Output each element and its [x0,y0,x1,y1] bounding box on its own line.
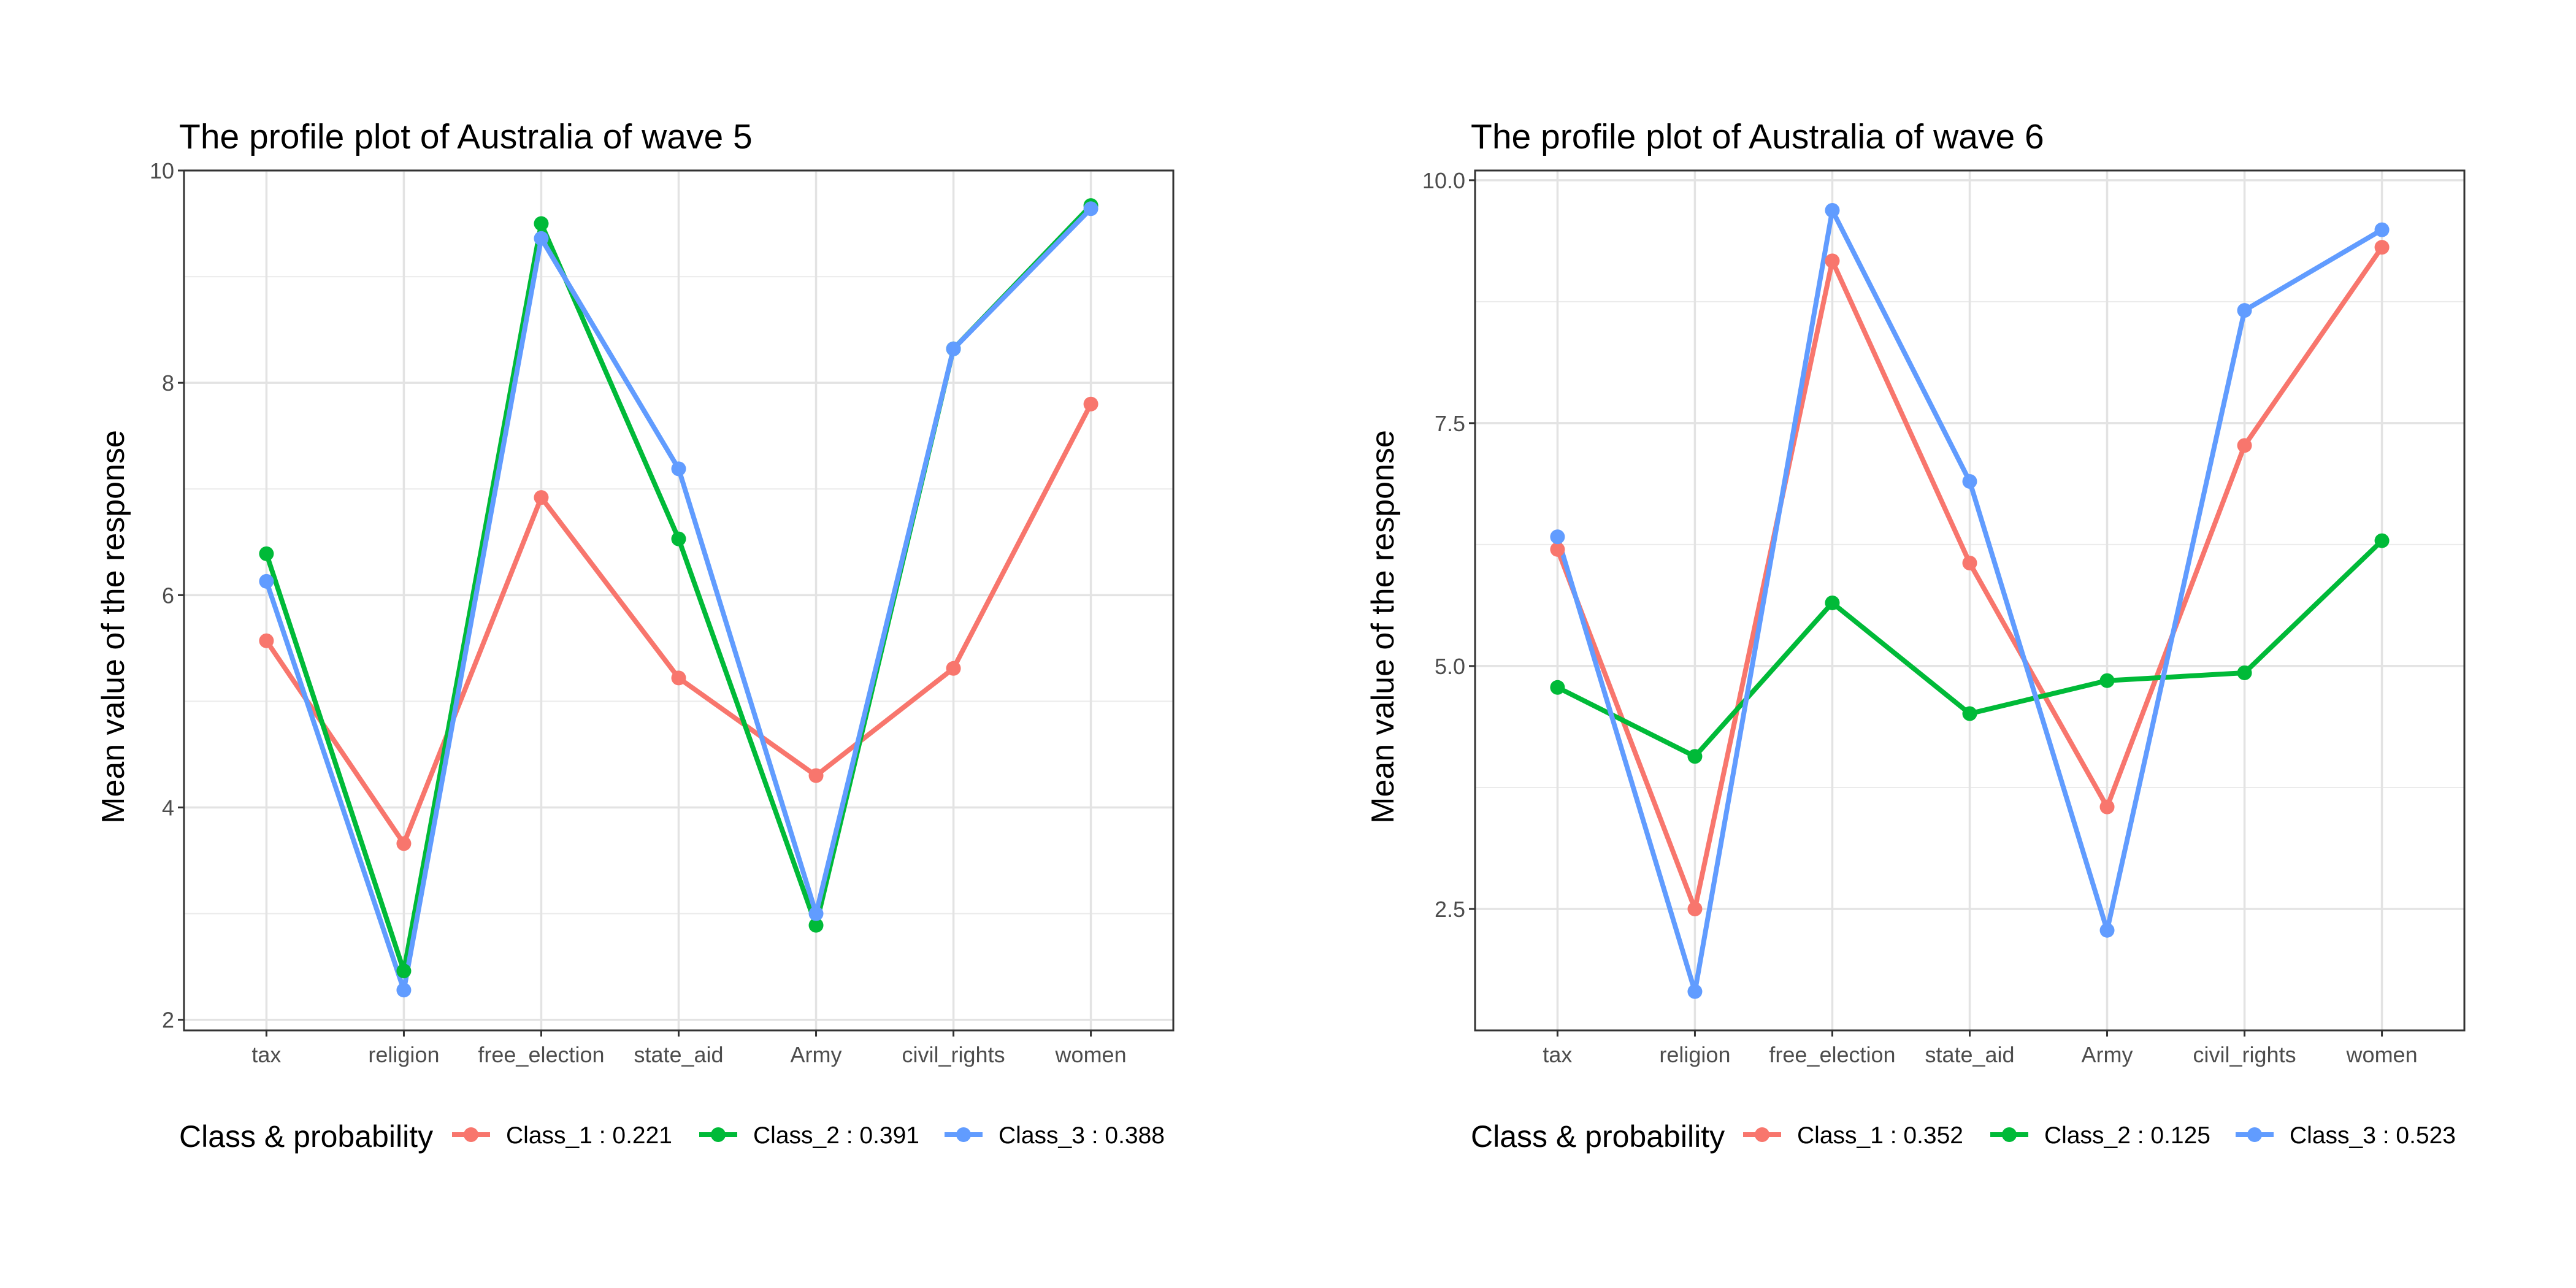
data-point [259,573,274,589]
y-tick-label: 2.5 [1435,897,1465,922]
data-point [1825,202,1840,218]
legend-title: Class & probability [1471,1119,1725,1154]
data-point [1687,984,1703,999]
legend-key-point [2002,1127,2017,1142]
y-tick-label: 10.0 [1422,168,1465,193]
legend-label: Class_1 : 0.221 [506,1122,672,1149]
y-tick-label: 2 [162,1008,174,1033]
legend: Class & probability Class_1 : 0.221 Class… [179,1119,1165,1154]
legend-key-point [2247,1127,2262,1142]
data-point [1687,749,1703,764]
data-point [534,490,549,505]
data-point [671,531,686,546]
data-point [946,661,961,676]
data-point [1962,473,1977,489]
legend-title: Class & probability [179,1119,433,1154]
x-tick-label: free_election [478,1042,604,1067]
data-point [1083,396,1098,412]
legend-label: Class_3 : 0.523 [2290,1122,2456,1149]
data-point [2237,438,2252,453]
data-point [396,836,412,851]
data-point [534,216,549,231]
x-tick-label: tax [1543,1042,1572,1067]
x-tick-label: Army [2082,1042,2133,1067]
data-point [808,768,824,783]
legend-key-point [1755,1127,1769,1142]
data-point [1550,529,1565,545]
data-point [2099,922,2115,938]
y-axis-title: Mean value of the response [96,430,131,824]
data-point [1825,253,1840,269]
legend-key-point [464,1127,478,1142]
data-point [1550,680,1565,695]
data-point [1550,542,1565,557]
x-tick-label: civil_rights [2193,1042,2296,1067]
data-point [2237,665,2252,681]
data-point [259,633,274,648]
data-point [671,461,686,477]
legend-key-point [711,1127,726,1142]
series [259,198,1098,998]
y-tick-label: 5.0 [1435,654,1465,679]
x-tick-label: tax [251,1042,281,1067]
data-point [808,918,824,933]
y-tick-label: 6 [162,583,174,608]
x-tick-label: state_aid [1925,1042,2014,1067]
chart-title: The profile plot of Australia of wave 5 [179,117,753,156]
data-point [259,546,274,561]
data-point [946,341,961,356]
x-tick-label: women [1055,1042,1127,1067]
legend-label: Class_3 : 0.388 [999,1122,1165,1149]
data-point [396,964,412,979]
panel-wave-6: The profile plot of Australia of wave 6 … [1365,117,2466,1154]
x-tick-label: Army [791,1042,842,1067]
axes: 2.5 5.0 7.5 10.0 tax religion free_election sta… [1422,168,2418,1067]
legend-label: Class_1 : 0.352 [1797,1122,1963,1149]
y-tick-label: 4 [162,795,174,821]
data-point [2374,222,2390,237]
data-point [396,983,412,998]
y-tick-label: 8 [162,370,174,396]
legend-label: Class_2 : 0.391 [753,1122,919,1149]
data-point [534,231,549,246]
x-tick-label: women [2346,1042,2418,1067]
x-tick-label: civil_rights [902,1042,1005,1067]
data-point [2099,673,2115,688]
data-point [1083,201,1098,217]
data-point [808,906,824,921]
data-point [2374,533,2390,548]
y-tick-label: 10 [150,158,174,183]
data-point [2237,303,2252,318]
x-tick-label: religion [368,1042,439,1067]
x-tick-label: free_election [1769,1042,1895,1067]
y-axis-title: Mean value of the response [1365,430,1401,824]
data-point [2374,240,2390,255]
y-tick-label: 7.5 [1435,411,1465,436]
legend-key-point [956,1127,971,1142]
data-point [1962,706,1977,721]
data-point [2099,799,2115,815]
panel-wave-5: The profile plot of Australia of wave 5 … [96,117,1175,1154]
axes: 2 4 6 8 10 tax religion free_election state_aid A… [150,158,1127,1067]
x-tick-label: state_aid [634,1042,723,1067]
x-tick-label: religion [1659,1042,1730,1067]
data-point [1687,901,1703,916]
data-point [1825,595,1840,610]
chart-title: The profile plot of Australia of wave 6 [1471,117,2044,156]
data-point [671,670,686,686]
series [1550,202,2390,999]
data-point [1962,556,1977,571]
legend: Class & probability Class_1 : 0.352 Class… [1471,1119,2456,1154]
legend-label: Class_2 : 0.125 [2044,1122,2210,1149]
